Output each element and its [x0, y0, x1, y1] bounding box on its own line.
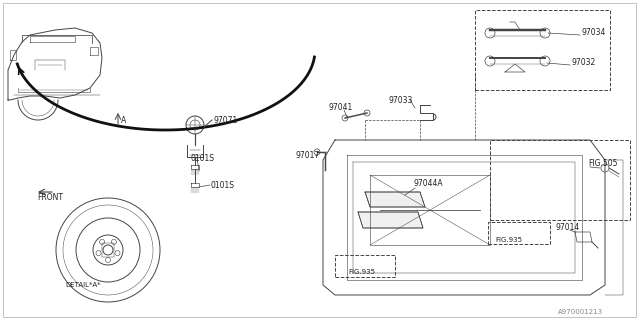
Text: 97017: 97017 [295, 150, 319, 159]
Text: 97041: 97041 [328, 102, 352, 111]
Bar [335, 255, 395, 277]
Text: 97032: 97032 [572, 58, 596, 67]
Text: FIG.505: FIG.505 [588, 158, 618, 167]
Bar [102, 243, 114, 257]
Bar [488, 222, 550, 244]
Text: A: A [121, 116, 126, 124]
Text: 0101S: 0101S [210, 180, 234, 189]
Text: FRONT: FRONT [37, 193, 63, 202]
Text: A970001213: A970001213 [558, 309, 603, 315]
Text: DETAIL*A*: DETAIL*A* [65, 282, 100, 288]
Polygon shape [365, 192, 425, 207]
Text: 0101S: 0101S [190, 154, 214, 163]
Bar [490, 140, 630, 220]
Bar [475, 10, 610, 90]
Text: 97071: 97071 [213, 116, 237, 124]
Text: 97033: 97033 [388, 95, 412, 105]
Text: 97044A: 97044A [413, 179, 443, 188]
Text: 97034: 97034 [582, 28, 606, 36]
Text: FIG.935: FIG.935 [495, 237, 522, 243]
Polygon shape [358, 212, 423, 228]
Text: FIG.935: FIG.935 [348, 269, 375, 275]
Text: 97014: 97014 [556, 223, 580, 233]
